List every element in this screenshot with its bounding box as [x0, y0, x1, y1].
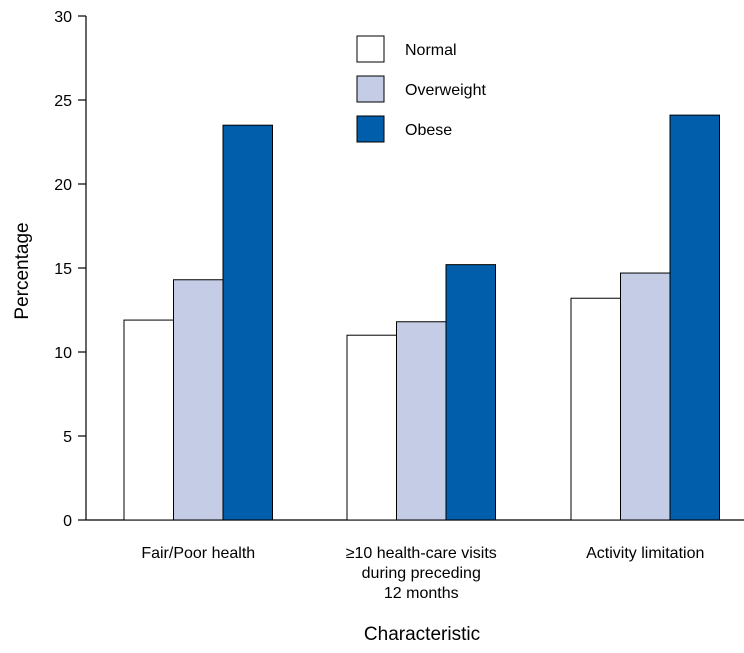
legend-swatch-overweight [356, 75, 385, 103]
bars [123, 114, 720, 521]
y-tick-label: 10 [54, 345, 72, 362]
legend-swatch-obese [356, 115, 385, 143]
y-axis: 0 5 10 15 20 25 30 [54, 9, 87, 530]
x-axis: Fair/Poor health ≥10 health-care visits du… [86, 519, 744, 602]
y-tick-label: 5 [63, 429, 72, 446]
bar-overweight-1 [173, 279, 224, 521]
legend-label-overweight: Overweight [405, 82, 486, 99]
bar-obese-2 [445, 264, 496, 521]
bar-obese-1 [222, 124, 273, 521]
x-axis-title: Characteristic [364, 624, 480, 645]
y-tick-label: 15 [54, 261, 72, 278]
legend-label-obese: Obese [405, 122, 452, 139]
y-tick-label: 30 [54, 9, 72, 26]
x-category-label: ≥10 health-care visits [346, 545, 497, 562]
x-category-label: Activity limitation [586, 545, 704, 562]
legend-swatch-normal [356, 35, 385, 63]
x-category-label: during preceding [362, 565, 481, 582]
bar-normal-3 [570, 297, 621, 521]
bar-obese-3 [669, 114, 720, 521]
bar-overweight-2 [396, 321, 447, 521]
y-tick-label: 0 [63, 513, 72, 530]
y-tick-label: 20 [54, 177, 72, 194]
x-category-label: Fair/Poor health [141, 545, 255, 562]
legend: Normal Overweight Obese [356, 35, 486, 143]
bar-normal-2 [346, 334, 397, 521]
x-category-label: 12 months [384, 585, 459, 602]
legend-label-normal: Normal [405, 42, 457, 59]
y-tick-label: 25 [54, 93, 72, 110]
y-axis-title: Percentage [12, 222, 33, 319]
bar-overweight-3 [620, 272, 671, 521]
bar-normal-1 [123, 319, 174, 521]
